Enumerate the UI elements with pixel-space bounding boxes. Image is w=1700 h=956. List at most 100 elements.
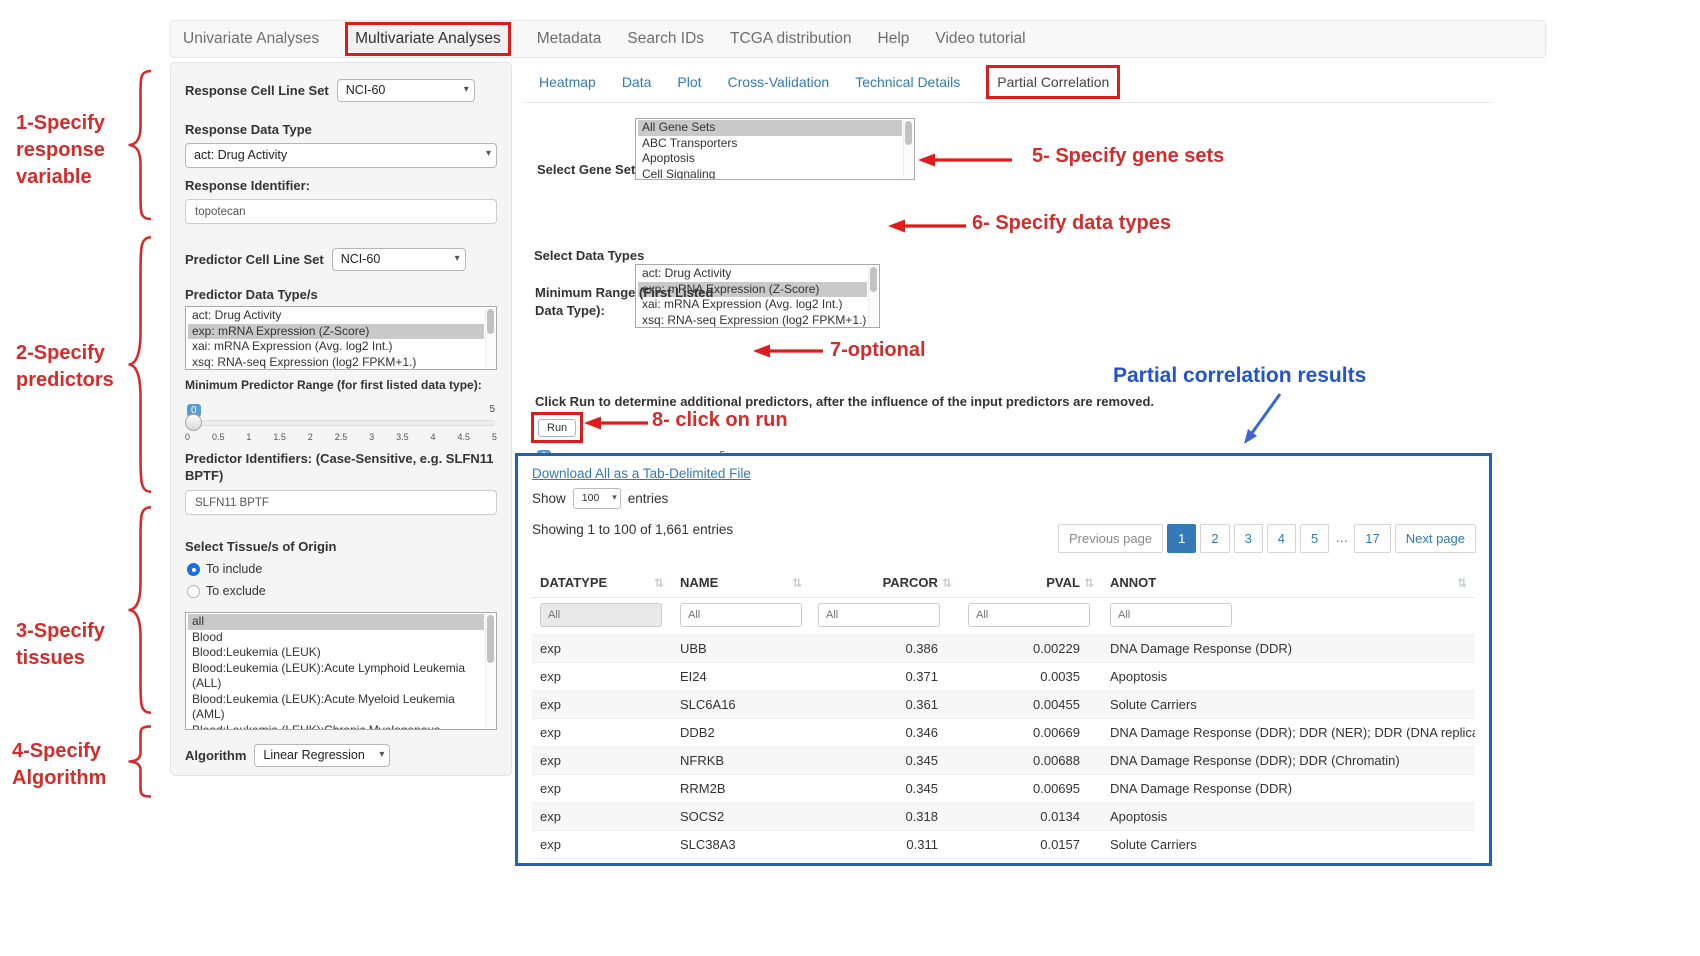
scrollbar-thumb[interactable] — [870, 267, 877, 293]
page-button[interactable]: 4 — [1266, 524, 1297, 553]
min-predictor-range-slider[interactable]: 0 5 0 0.5 1 1.5 2 2.5 3 3.5 4 4.5 5 — [185, 404, 497, 446]
listbox-option[interactable]: All Gene Sets — [638, 120, 902, 136]
scrollbar[interactable] — [485, 614, 495, 728]
cell-annot: DNA Damage Response (DDR) — [1102, 634, 1475, 663]
tab[interactable]: Partial Correlation — [986, 65, 1121, 99]
sort-icon[interactable]: ⇅ — [1083, 575, 1094, 590]
page-button[interactable]: 17 — [1354, 524, 1391, 553]
column-header-name[interactable]: NAME ⇅ — [672, 568, 810, 598]
listbox-option[interactable]: xai: mRNA Expression (Avg. log2 Int.) — [192, 339, 393, 353]
tab[interactable]: Data — [621, 74, 652, 90]
scrollbar[interactable] — [868, 266, 878, 326]
column-header-label: PARCOR — [882, 575, 938, 590]
cell-annot: Solute Carriers — [1102, 690, 1475, 719]
radio-label: To include — [206, 562, 263, 576]
data-types-listbox[interactable]: act: Drug Activity exp: mRNA Expression … — [635, 264, 880, 328]
listbox-option[interactable]: Blood:Leukemia (LEUK):Acute Myeloid Leuk… — [192, 691, 455, 722]
filter-input-pval[interactable] — [968, 603, 1090, 627]
listbox-option[interactable]: act: Drug Activity — [642, 266, 732, 280]
cell-pval: 0.00695 — [960, 774, 1102, 803]
nav-item[interactable]: Multivariate Analyses — [345, 22, 511, 56]
scrollbar-thumb[interactable] — [905, 121, 912, 146]
column-header-annot[interactable]: ANNOT ⇅ — [1102, 568, 1475, 598]
tab[interactable]: Plot — [677, 74, 702, 90]
annotation-step2: 2-Specify predictors — [16, 342, 114, 391]
page-button[interactable]: 5 — [1300, 524, 1330, 553]
slider-tick-label: 4.5 — [457, 432, 470, 442]
response-data-type-select[interactable]: act: Drug Activity ▾ — [185, 143, 497, 168]
nav-item[interactable]: Help — [878, 24, 910, 54]
scrollbar[interactable] — [485, 308, 495, 368]
page-length-select[interactable]: 100 ▾ — [572, 488, 621, 509]
table-row[interactable]: exp SLC38A3 0.311 0.0157 Solute Carriers — [532, 830, 1475, 859]
tab[interactable]: Technical Details — [855, 74, 961, 90]
scrollbar-thumb[interactable] — [487, 615, 494, 663]
predictor-cell-line-set-select[interactable]: NCI-60 ▾ — [331, 248, 466, 271]
column-header-datatype[interactable]: DATATYPE ⇅ — [532, 568, 672, 598]
nav-item[interactable]: TCGA distribution — [730, 24, 851, 54]
radio-selected-icon[interactable] — [187, 562, 200, 576]
sort-icon[interactable]: ⇅ — [941, 575, 952, 590]
predictor-data-types-listbox[interactable]: act: Drug Activity exp: mRNA Expression … — [185, 306, 497, 370]
filter-input-datatype[interactable] — [540, 603, 662, 627]
predictor-identifiers-input[interactable] — [185, 490, 497, 515]
listbox-option[interactable]: xai: mRNA Expression (Avg. log2 Int.) — [642, 297, 843, 311]
table-row[interactable]: exp SOCS2 0.318 0.0134 Apoptosis — [532, 802, 1475, 831]
download-link[interactable]: Download All as a Tab-Delimited File — [532, 466, 751, 481]
slider-handle[interactable] — [185, 414, 202, 431]
listbox-option[interactable]: Blood:Leukemia (LEUK) — [192, 645, 321, 659]
column-header-pval[interactable]: PVAL ⇅ — [960, 568, 1102, 598]
listbox-option[interactable]: Cell Signaling — [642, 166, 716, 180]
filter-input-parcor[interactable] — [818, 603, 940, 627]
listbox-option[interactable]: exp: mRNA Expression (Z-Score) — [188, 323, 484, 339]
sort-icon[interactable]: ⇅ — [791, 575, 802, 590]
page-button[interactable]: Previous page — [1057, 524, 1164, 553]
column-header-parcor[interactable]: PARCOR ⇅ — [810, 568, 960, 598]
radio-unselected-icon[interactable] — [187, 584, 200, 598]
listbox-option[interactable]: Blood:Leukemia (LEUK):Chronic Myelogenou… — [192, 722, 441, 730]
slider-track[interactable] — [187, 420, 495, 426]
listbox-option[interactable]: Blood — [192, 629, 223, 644]
table-row[interactable]: exp EI24 0.371 0.0035 Apoptosis — [532, 662, 1475, 691]
gene-sets-listbox[interactable]: All Gene Sets ABC Transporters Apoptosis… — [635, 118, 915, 180]
page-button[interactable]: Next page — [1394, 524, 1476, 553]
annotation-step6: 6- Specify data types — [972, 212, 1171, 234]
nav-item[interactable]: Search IDs — [627, 24, 704, 54]
listbox-option[interactable]: Apoptosis — [642, 151, 695, 165]
listbox-option[interactable]: all — [188, 614, 484, 630]
tissue-include-radio[interactable]: To include — [187, 560, 497, 578]
filter-input-name[interactable] — [680, 603, 802, 627]
page-button[interactable]: 3 — [1233, 524, 1263, 553]
table-row[interactable]: exp DDB2 0.346 0.00669 DNA Damage Respon… — [532, 718, 1475, 747]
filter-input-annot[interactable] — [1110, 603, 1232, 627]
table-row[interactable]: exp NFRKB 0.345 0.00688 DNA Damage Respo… — [532, 746, 1475, 775]
cell-name: SLC38A3 — [672, 830, 810, 859]
run-button[interactable]: Run — [538, 419, 577, 437]
scrollbar[interactable] — [903, 120, 913, 178]
table-row[interactable]: exp RRM2B 0.345 0.00695 DNA Damage Respo… — [532, 774, 1475, 803]
page-button[interactable]: … — [1333, 524, 1351, 553]
response-cell-line-set-select[interactable]: NCI-60 ▾ — [336, 79, 475, 102]
response-identifier-input[interactable] — [185, 199, 497, 224]
table-row[interactable]: exp SLC6A16 0.361 0.00455 Solute Carrier… — [532, 690, 1475, 719]
listbox-option[interactable]: exp: mRNA Expression (Z-Score) — [638, 281, 867, 297]
algorithm-select[interactable]: Linear Regression ▾ — [254, 744, 391, 767]
tab[interactable]: Heatmap — [539, 74, 596, 90]
listbox-option[interactable]: act: Drug Activity — [192, 308, 282, 322]
scrollbar-thumb[interactable] — [487, 309, 494, 335]
tissue-listbox[interactable]: all Blood Blood:Leukemia (LEUK) Blood:Le… — [185, 612, 497, 730]
page-button[interactable]: 2 — [1200, 524, 1230, 553]
listbox-option[interactable]: xsq: RNA-seq Expression (log2 FPKM+1.) — [642, 312, 867, 327]
sort-icon[interactable]: ⇅ — [653, 575, 664, 590]
nav-item[interactable]: Video tutorial — [935, 24, 1025, 54]
listbox-option[interactable]: Blood:Leukemia (LEUK):Acute Lymphoid Leu… — [192, 660, 466, 691]
listbox-option[interactable]: xsq: RNA-seq Expression (log2 FPKM+1.) — [192, 354, 417, 369]
tab[interactable]: Cross-Validation — [727, 74, 830, 90]
sort-icon[interactable]: ⇅ — [1456, 575, 1467, 590]
table-row[interactable]: exp UBB 0.386 0.00229 DNA Damage Respons… — [532, 634, 1475, 663]
nav-item[interactable]: Univariate Analyses — [183, 24, 319, 54]
page-button[interactable]: 1 — [1167, 524, 1197, 553]
listbox-option[interactable]: ABC Transporters — [642, 135, 738, 150]
nav-item[interactable]: Metadata — [537, 24, 602, 54]
tissue-exclude-radio[interactable]: To exclude — [187, 582, 497, 600]
